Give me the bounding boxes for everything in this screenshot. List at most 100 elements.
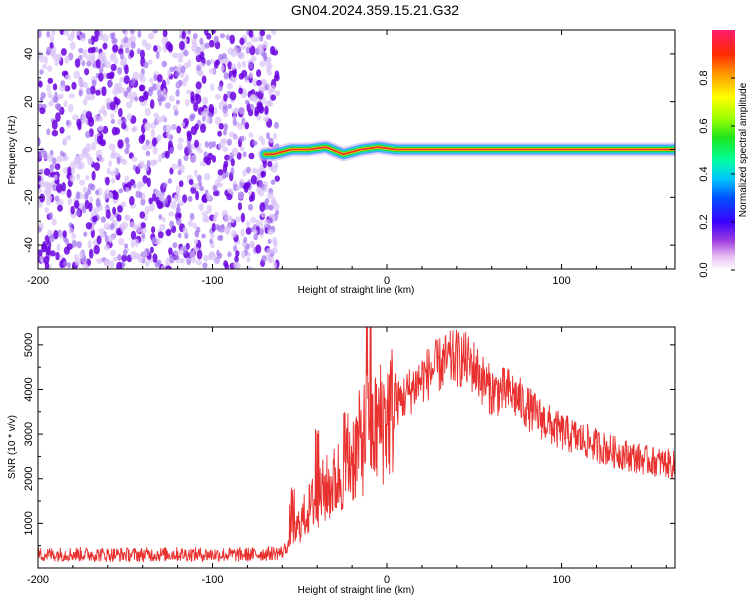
noise-speckle: [266, 132, 271, 140]
noise-speckle: [70, 205, 75, 215]
noise-speckle: [177, 137, 184, 144]
noise-speckle: [124, 214, 129, 221]
noise-speckle: [125, 101, 133, 109]
noise-speckle: [72, 114, 79, 121]
noise-speckle: [71, 81, 77, 90]
noise-speckle: [126, 86, 132, 93]
noise-speckle: [123, 36, 129, 44]
noise-speckle: [167, 69, 172, 77]
noise-speckle: [161, 216, 166, 223]
noise-speckle: [223, 129, 227, 136]
noise-speckle: [116, 82, 122, 91]
noise-speckle: [152, 253, 158, 263]
noise-speckle: [143, 91, 149, 98]
noise-speckle: [41, 243, 48, 253]
noise-speckle: [176, 125, 182, 134]
noise-speckle: [232, 118, 237, 126]
noise-speckle: [73, 200, 80, 209]
noise-speckle: [208, 68, 215, 75]
noise-speckle: [144, 108, 151, 116]
noise-speckle: [266, 34, 272, 40]
noise-speckle: [198, 180, 203, 187]
noise-speckle: [83, 147, 89, 154]
y-tick-label: 40: [23, 48, 35, 60]
noise-speckle: [187, 196, 193, 202]
noise-speckle: [69, 161, 77, 171]
noise-speckle: [121, 254, 128, 262]
noise-speckle: [272, 236, 278, 245]
noise-speckle: [201, 195, 208, 203]
noise-speckle: [192, 33, 198, 40]
noise-speckle: [149, 99, 155, 110]
noise-speckle: [68, 222, 73, 228]
noise-speckle: [149, 246, 154, 254]
noise-speckle: [267, 229, 274, 236]
noise-speckle: [47, 91, 53, 98]
colorbar-ticks: 0.0 0.2 0.4 0.6 0.8: [698, 70, 735, 278]
snr-plot-area: [38, 327, 675, 563]
noise-speckle: [105, 176, 110, 186]
noise-speckle: [139, 75, 146, 83]
noise-speckle: [38, 226, 42, 233]
noise-speckle: [48, 154, 54, 163]
noise-speckle: [152, 30, 158, 34]
noise-speckle: [85, 222, 93, 230]
noise-speckle: [134, 238, 139, 247]
noise-speckle: [245, 227, 252, 235]
y-tick-label: -40: [23, 237, 35, 253]
noise-speckle: [152, 159, 158, 165]
noise-speckle: [112, 52, 117, 59]
noise-speckle: [140, 228, 147, 234]
noise-speckle: [144, 205, 150, 215]
noise-speckle: [177, 212, 182, 219]
noise-speckle: [138, 135, 145, 144]
noise-speckle: [230, 217, 235, 224]
noise-speckle: [145, 43, 152, 51]
noise-speckle: [103, 60, 111, 69]
noise-speckle: [224, 262, 229, 269]
noise-speckle: [249, 103, 255, 111]
noise-speckle: [248, 195, 254, 202]
noise-speckle: [67, 33, 75, 42]
noise-speckle: [136, 225, 141, 234]
noise-speckle: [223, 123, 228, 131]
noise-speckle: [117, 118, 123, 126]
noise-speckle: [110, 249, 116, 257]
noise-speckle: [244, 122, 250, 130]
noise-speckle: [120, 52, 124, 60]
noise-speckle: [172, 242, 178, 249]
x-tick-label: 100: [552, 574, 570, 586]
noise-speckle: [237, 202, 242, 211]
noise-speckle: [268, 217, 273, 224]
noise-speckle: [71, 233, 77, 240]
noise-speckle: [235, 250, 240, 257]
noise-speckle: [193, 169, 198, 177]
noise-speckle: [86, 188, 92, 196]
noise-speckle: [211, 222, 216, 232]
noise-speckle: [60, 48, 67, 56]
noise-speckle: [59, 85, 66, 92]
noise-speckle: [203, 151, 208, 158]
noise-speckle: [243, 236, 248, 244]
noise-speckle: [226, 138, 232, 146]
noise-speckle: [122, 30, 127, 34]
noise-speckle: [204, 30, 209, 36]
noise-speckle: [87, 38, 93, 45]
noise-speckle: [123, 42, 131, 50]
noise-speckle: [126, 113, 132, 121]
colorbar-tick-label: 0.0: [698, 262, 710, 277]
noise-speckle: [45, 189, 52, 197]
noise-speckle: [138, 95, 145, 103]
noise-speckle: [226, 83, 233, 90]
noise-speckle: [146, 177, 151, 188]
noise-speckle: [51, 30, 56, 36]
noise-speckle: [267, 238, 272, 244]
noise-speckle: [102, 125, 109, 134]
noise-speckle: [266, 100, 274, 107]
noise-speckle: [173, 249, 181, 256]
noise-speckle: [215, 116, 222, 126]
noise-speckle: [169, 255, 175, 264]
noise-speckle: [248, 30, 254, 38]
noise-speckle: [250, 216, 257, 224]
noise-speckle: [162, 88, 167, 97]
